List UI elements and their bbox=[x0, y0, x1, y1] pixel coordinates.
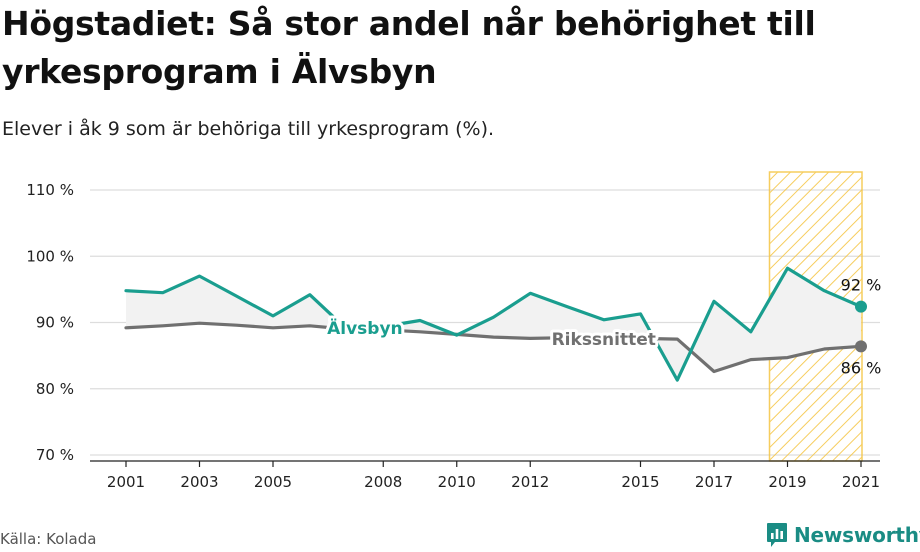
line-chart: Älvsbyn Rikssnittet 92 % 86 % 70 % 80 % 90 % 1… bbox=[26, 171, 882, 491]
series-line-alvsbyn bbox=[124, 266, 863, 382]
brand-name: Newsworthy bbox=[794, 523, 920, 547]
endpoint-rikssnittet bbox=[855, 340, 867, 353]
y-tick-label: 90 % bbox=[36, 314, 74, 332]
x-tick-label: 2003 bbox=[180, 473, 218, 491]
x-tick-label: 2008 bbox=[364, 473, 402, 491]
y-tick-label: 70 % bbox=[36, 446, 74, 464]
brand-logo: Newsworthy bbox=[766, 520, 920, 550]
series-line-rikssnittet bbox=[124, 321, 863, 374]
x-tick-label: 2001 bbox=[107, 473, 145, 491]
end-value-label-rikssnittet: 86 % bbox=[841, 358, 882, 377]
x-tick-label: 2019 bbox=[768, 473, 806, 491]
y-tick-label: 100 % bbox=[26, 247, 74, 265]
x-tick-label: 2012 bbox=[511, 473, 549, 491]
series-label-alvsbyn: Älvsbyn bbox=[327, 317, 403, 339]
chart-title: Högstadiet: Så stor andel når behörighet… bbox=[2, 4, 816, 91]
x-tick-label: 2005 bbox=[254, 473, 292, 491]
y-tick-label: 80 % bbox=[36, 380, 74, 398]
y-tick-label: 110 % bbox=[26, 181, 74, 199]
x-tick-label: 2021 bbox=[842, 473, 880, 491]
x-tick-label: 2015 bbox=[621, 473, 659, 491]
series-label-rikssnittet: Rikssnittet bbox=[552, 330, 656, 350]
x-tick-label: 2010 bbox=[438, 473, 476, 491]
endpoint-alvsbyn bbox=[855, 300, 867, 313]
newsworthy-logo-icon bbox=[767, 523, 787, 547]
end-value-label-alvsbyn: 92 % bbox=[841, 276, 882, 295]
x-tick-label: 2017 bbox=[695, 473, 733, 491]
source-note: Källa: Kolada bbox=[0, 530, 97, 548]
chart-subtitle: Elever i åk 9 som är behöriga till yrkes… bbox=[2, 118, 495, 140]
